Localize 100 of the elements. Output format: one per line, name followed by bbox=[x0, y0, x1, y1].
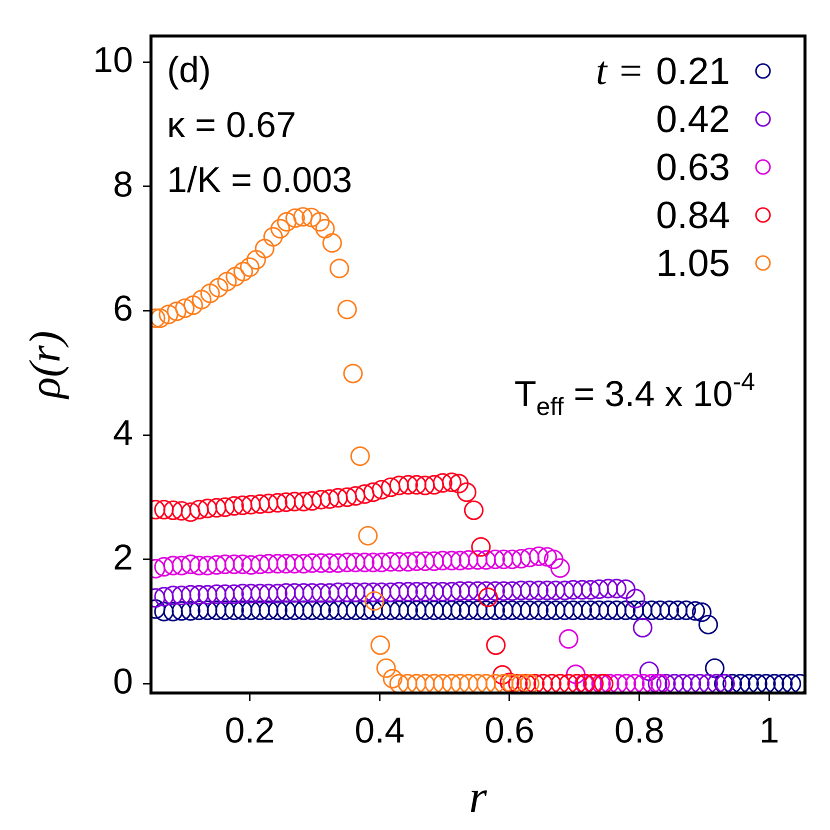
point bbox=[328, 553, 348, 573]
legend-label: 0.63 bbox=[656, 147, 730, 189]
point bbox=[206, 498, 226, 518]
y-tick-label: 4 bbox=[112, 412, 133, 453]
point bbox=[442, 674, 462, 693]
point bbox=[485, 674, 506, 693]
point bbox=[268, 493, 288, 513]
point bbox=[232, 554, 252, 574]
point bbox=[258, 554, 278, 574]
point bbox=[494, 550, 514, 570]
point bbox=[502, 550, 522, 570]
point bbox=[189, 500, 209, 520]
point bbox=[520, 674, 540, 693]
point bbox=[172, 501, 192, 521]
y-tick-label: 2 bbox=[112, 536, 133, 578]
point bbox=[268, 554, 288, 574]
point bbox=[192, 290, 212, 310]
point bbox=[382, 668, 402, 689]
point bbox=[458, 674, 478, 693]
point bbox=[389, 674, 409, 693]
point bbox=[284, 492, 304, 512]
point bbox=[533, 674, 554, 693]
point bbox=[294, 554, 314, 574]
point bbox=[415, 674, 435, 693]
legend-title: t = bbox=[596, 48, 644, 93]
point bbox=[566, 664, 586, 684]
y-tick-label: 10 bbox=[92, 39, 133, 80]
point bbox=[449, 474, 469, 494]
y-tick-label: 8 bbox=[112, 163, 133, 204]
point bbox=[432, 550, 452, 570]
point bbox=[322, 233, 342, 253]
point bbox=[330, 258, 350, 278]
point bbox=[240, 257, 260, 278]
point bbox=[398, 552, 418, 572]
point bbox=[198, 498, 218, 518]
point bbox=[432, 473, 452, 493]
point bbox=[406, 551, 426, 572]
point bbox=[415, 551, 435, 572]
point bbox=[217, 272, 237, 292]
point bbox=[276, 554, 296, 574]
x-tick-label: 1 bbox=[759, 710, 780, 751]
point bbox=[320, 489, 340, 509]
point bbox=[364, 591, 384, 611]
point bbox=[276, 492, 296, 512]
point bbox=[476, 550, 496, 570]
point bbox=[567, 674, 587, 693]
point bbox=[468, 550, 488, 570]
point bbox=[363, 552, 383, 572]
point bbox=[600, 674, 620, 693]
point bbox=[270, 218, 290, 238]
point bbox=[200, 284, 220, 304]
point bbox=[302, 553, 322, 573]
point bbox=[158, 304, 178, 324]
point bbox=[172, 556, 192, 576]
point bbox=[354, 484, 374, 504]
x-tick-label: 0.4 bbox=[354, 710, 405, 751]
x-tick-label: 0.8 bbox=[614, 710, 664, 751]
point bbox=[363, 482, 383, 502]
point bbox=[398, 474, 418, 495]
point bbox=[537, 547, 557, 567]
point bbox=[450, 674, 470, 693]
point bbox=[224, 554, 244, 574]
point bbox=[476, 674, 496, 693]
point bbox=[284, 554, 304, 574]
point bbox=[343, 364, 363, 384]
point bbox=[424, 474, 444, 495]
point bbox=[337, 552, 357, 572]
point bbox=[372, 480, 392, 500]
point bbox=[233, 262, 254, 282]
point bbox=[276, 212, 297, 232]
point bbox=[215, 554, 235, 574]
legend-label: 0.84 bbox=[656, 195, 730, 237]
point bbox=[215, 497, 235, 517]
point bbox=[415, 476, 435, 496]
point bbox=[376, 658, 396, 678]
point bbox=[302, 208, 322, 228]
point bbox=[208, 278, 228, 298]
point bbox=[520, 548, 540, 568]
point bbox=[166, 302, 186, 322]
point bbox=[224, 496, 244, 516]
point bbox=[642, 674, 662, 693]
point bbox=[478, 587, 498, 608]
point bbox=[285, 208, 305, 228]
legend-label: 1.05 bbox=[656, 243, 730, 285]
point bbox=[424, 674, 444, 693]
point bbox=[486, 635, 506, 655]
point bbox=[183, 295, 204, 315]
point bbox=[471, 537, 491, 557]
point bbox=[492, 665, 512, 685]
point bbox=[328, 488, 348, 508]
point bbox=[358, 526, 378, 546]
point bbox=[354, 552, 374, 572]
point bbox=[311, 553, 331, 573]
point bbox=[406, 474, 426, 495]
point bbox=[608, 674, 628, 693]
point bbox=[241, 494, 261, 514]
point bbox=[302, 491, 322, 511]
point bbox=[310, 212, 330, 232]
point bbox=[232, 495, 252, 516]
point bbox=[294, 492, 314, 512]
